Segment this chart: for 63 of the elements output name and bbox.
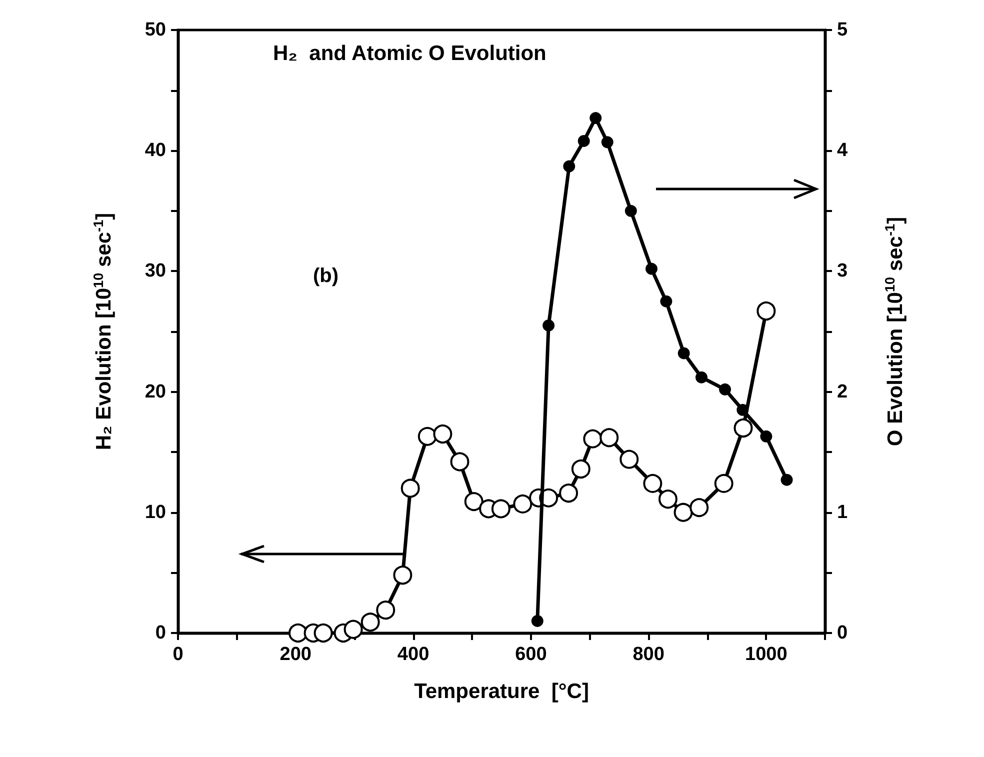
point: [559, 484, 578, 503]
point: [578, 134, 590, 147]
y-tick-label: 20: [144, 381, 166, 402]
point: [674, 502, 693, 522]
point: [760, 430, 772, 442]
point: [780, 474, 793, 486]
point: [736, 404, 749, 416]
point: [360, 612, 380, 632]
point: [678, 347, 690, 360]
point: [620, 450, 639, 469]
y2-tick-label: 4: [837, 140, 848, 162]
point: [433, 424, 452, 444]
point: [450, 452, 470, 472]
point: [590, 112, 602, 124]
y-tick-label: 50: [144, 20, 166, 40]
point: [624, 204, 637, 217]
x-tick-label: 600: [515, 644, 547, 665]
y2-tick-label: 1: [837, 502, 848, 523]
point: [464, 492, 484, 512]
y-tick-label: 40: [144, 140, 166, 162]
y-tick-label: 0: [155, 622, 166, 644]
text: H₂ and Atomic O Evolution: [273, 42, 546, 65]
x-tick-label: 200: [280, 644, 312, 665]
y2-tick-label: 0: [837, 622, 848, 644]
y2-axis-title: O Evolution [1010 sec-1]: [882, 216, 907, 446]
point: [643, 474, 662, 493]
point: [658, 490, 678, 509]
point: [600, 428, 619, 448]
point: [695, 371, 708, 384]
point: [719, 383, 732, 396]
point: [314, 624, 333, 642]
point: [288, 624, 308, 642]
point: [542, 319, 555, 332]
point: [563, 160, 576, 172]
y-axis-title: H₂ Evolution [1010 sec-1]: [91, 212, 116, 450]
x-tick-label: 0: [172, 644, 184, 665]
point: [660, 295, 672, 308]
annotation: (b): [313, 265, 339, 287]
y2-tick-label: 3: [837, 260, 848, 282]
y2-tick-label: 2: [837, 381, 848, 402]
point: [756, 302, 776, 320]
point: [513, 494, 532, 514]
x-tick-label: 800: [632, 644, 664, 665]
point: [418, 426, 437, 446]
y-tick-label: 30: [144, 260, 166, 282]
y2-tick-label: 5: [837, 20, 848, 40]
point: [376, 600, 396, 620]
point: [491, 499, 510, 518]
point: [583, 429, 602, 448]
point: [646, 262, 658, 275]
x-tick-label: 1000: [745, 644, 788, 665]
point: [393, 566, 412, 585]
x-axis-title: Temperature [°C]: [414, 680, 589, 703]
point: [734, 418, 753, 438]
point: [571, 459, 590, 478]
point: [714, 474, 734, 493]
y-tick-label: 10: [144, 502, 166, 523]
point: [531, 614, 544, 627]
point: [690, 498, 709, 518]
x-tick-label: 400: [397, 644, 430, 665]
point: [400, 478, 420, 498]
point: [344, 620, 363, 639]
point: [601, 136, 614, 148]
